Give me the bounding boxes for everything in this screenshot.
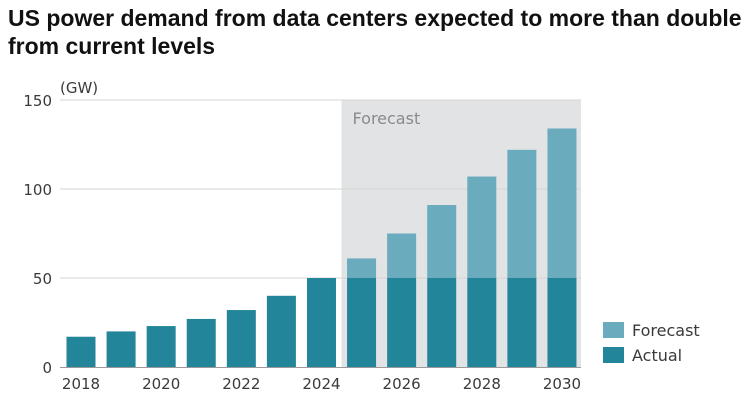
bar-actual-2018 [66,336,96,367]
bar-forecast-2029 [507,149,537,278]
bar-actual-2024 [306,278,336,367]
bar-forecast-2028 [467,176,497,278]
x-tick-label: 2028 [463,375,501,393]
bar-actual-2027 [427,278,457,367]
chart-title: US power demand from data centers expect… [8,5,742,59]
legend-swatch-forecast [603,322,624,338]
bar-forecast-2027 [427,205,457,278]
x-tick-label: 2018 [62,375,100,393]
bar-actual-2029 [507,278,537,367]
bar-actual-2021 [186,318,216,367]
y-tick-label: 50 [33,270,52,288]
y-tick-label: 100 [23,181,52,199]
bar-actual-2026 [387,278,417,367]
bar-actual-2022 [226,310,256,367]
bar-forecast-2030 [547,128,577,278]
forecast-region [341,100,581,367]
bar-actual-2028 [467,278,497,367]
bar-actual-2019 [106,331,136,367]
bar-actual-2023 [266,295,296,367]
bar-forecast-2026 [387,233,417,278]
bar-actual-2030 [547,278,577,367]
x-tick-label: 2030 [543,375,581,393]
legend-label-forecast: Forecast [632,321,700,340]
y-unit-label: (GW) [60,79,98,97]
y-tick-label: 0 [42,359,52,377]
x-tick-label: 2020 [142,375,180,393]
bar-actual-2025 [347,278,377,367]
bar-forecast-2025 [347,258,377,278]
forecast-region-label: Forecast [353,109,421,128]
y-tick-label: 150 [23,92,52,110]
x-tick-label: 2022 [222,375,260,393]
bar-actual-2020 [146,326,176,367]
x-tick-label: 2024 [302,375,340,393]
legend-label-actual: Actual [632,346,682,365]
x-tick-label: 2026 [383,375,421,393]
legend-swatch-actual [603,347,624,363]
